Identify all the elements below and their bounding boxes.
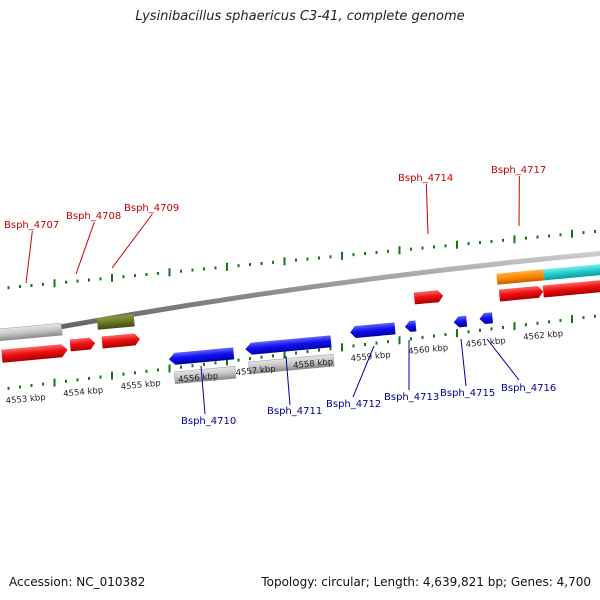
gene-feature[interactable] — [479, 312, 493, 325]
scale-label: 4555 kbp — [120, 379, 161, 393]
forward-gene-label[interactable]: Bsph_4707 — [4, 220, 59, 231]
gene-feature[interactable] — [543, 263, 600, 281]
forward-gene-label[interactable]: Bsph_4709 — [124, 203, 179, 214]
callout-line — [285, 355, 291, 406]
forward-gene-label[interactable]: Bsph_4708 — [66, 211, 121, 222]
accession-label: Accession: NC_010382 — [9, 575, 146, 589]
gene-feature[interactable] — [245, 335, 332, 355]
reverse-gene-label[interactable]: Bsph_4710 — [181, 416, 236, 427]
reverse-gene-label[interactable]: Bsph_4712 — [326, 399, 381, 410]
scale-label: 4559 kbp — [350, 350, 391, 364]
gene-feature[interactable] — [101, 333, 141, 349]
gene-feature[interactable] — [453, 315, 468, 328]
rna-feature[interactable] — [248, 353, 335, 375]
gene-feature[interactable] — [96, 314, 135, 330]
callout-line — [111, 213, 153, 269]
callout-line — [352, 345, 375, 398]
scale-label: 4558 kbp — [293, 357, 334, 371]
genes-text: Genes: 4,700 — [510, 575, 591, 589]
gene-feature[interactable] — [404, 320, 417, 332]
callout-line — [25, 230, 33, 284]
gene-feature[interactable] — [413, 290, 444, 305]
reverse-gene-label[interactable]: Bsph_4716 — [501, 383, 556, 394]
gene-feature[interactable] — [350, 322, 396, 339]
callout-line — [75, 221, 95, 275]
scale-label: 4557 kbp — [235, 364, 276, 378]
callout-line — [425, 183, 429, 235]
gene-feature[interactable] — [168, 347, 235, 365]
gene-feature[interactable] — [1, 344, 68, 363]
figure-title: Lysinibacillus sphaericus C3-41, complet… — [135, 9, 465, 24]
callout-line — [460, 338, 467, 387]
outer-tick-ring — [7, 229, 596, 290]
scale-label: 4561 kbp — [465, 336, 506, 350]
forward-gene-label[interactable]: Bsph_4714 — [398, 173, 453, 184]
scale-label: 4562 kbp — [523, 329, 564, 343]
gene-feature[interactable] — [496, 269, 545, 285]
rna-feature[interactable] — [0, 322, 63, 342]
scale-label: 4554 kbp — [63, 386, 104, 400]
genome-summary: Topology: circular; Length: 4,639,821 bp… — [261, 575, 591, 589]
callout-line — [200, 365, 206, 415]
scale-label: 4553 kbp — [5, 393, 46, 407]
reverse-gene-label[interactable]: Bsph_4715 — [440, 388, 495, 399]
rna-feature[interactable] — [173, 366, 237, 385]
reverse-gene-label[interactable]: Bsph_4711 — [267, 406, 322, 417]
scale-label: 4560 kbp — [408, 343, 449, 357]
inner-tick-ring — [7, 314, 596, 390]
gene-feature[interactable] — [69, 337, 96, 352]
length-text: Length: 4,639,821 bp; — [373, 575, 508, 589]
scale-label: 4556 kbp — [178, 371, 219, 385]
gene-feature[interactable] — [498, 285, 544, 302]
scale-labels: 4553 kbp 4554 kbp 4555 kbp 4556 kbp 4557 kbp… — [5, 329, 563, 407]
reverse-gene-label[interactable]: Bsph_4713 — [384, 392, 439, 403]
genome-backbone — [0, 250, 600, 341]
callout-line — [486, 338, 520, 381]
reverse-strand — [168, 312, 493, 385]
forward-gene-label[interactable]: Bsph_4717 — [491, 165, 546, 176]
gene-feature[interactable] — [542, 279, 600, 298]
topology-text: Topology: circular; — [261, 575, 370, 589]
forward-strand — [0, 263, 600, 363]
